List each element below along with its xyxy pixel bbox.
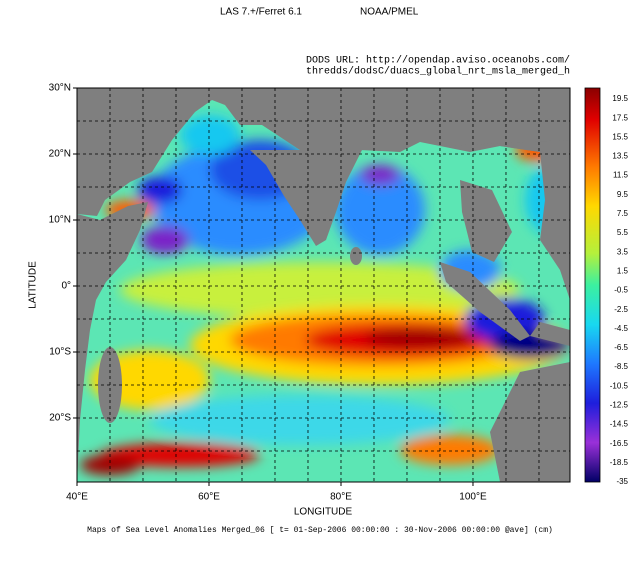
colorbar-label: 1.5	[617, 266, 629, 275]
field	[77, 88, 570, 482]
colorbar-label: -14.5	[610, 420, 629, 429]
x-tick-label: 40°E	[66, 492, 88, 503]
colorbar-label: 9.5	[617, 190, 629, 199]
colorbar-label: -4.5	[614, 324, 628, 333]
y-tick-label: 0°	[61, 281, 71, 292]
colorbar-label: -16.5	[610, 439, 629, 448]
y-tick-label: 20°N	[49, 149, 71, 160]
header-right: NOAA/PMEL	[360, 7, 419, 18]
colorbar-label: 5.5	[617, 228, 629, 237]
y-tick-label: 20°S	[49, 413, 71, 424]
colorbar-label: -0.5	[614, 286, 628, 295]
x-tick-label: 100°E	[459, 492, 487, 503]
caption: Maps of Sea Level Anomalies Merged_06 [ …	[87, 526, 553, 535]
land	[77, 88, 570, 482]
colorbar-label: 19.5	[612, 94, 628, 103]
colorbar-label: -10.5	[610, 381, 629, 390]
colorbar-label: -18.5	[610, 458, 629, 467]
colorbar-label: 11.5	[613, 171, 629, 180]
colorbar-label: 7.5	[617, 209, 629, 218]
y-tick-label: 10°S	[49, 347, 71, 358]
x-tick-label: 80°E	[330, 492, 352, 503]
x-tick-label: 60°E	[198, 492, 220, 503]
y-tick-label: 30°N	[49, 83, 71, 94]
grid	[77, 88, 570, 482]
url-line: thredds/dodsC/duacs_global_nrt_msla_merg…	[306, 66, 570, 78]
y-axis-label: LATITUDE	[28, 261, 39, 309]
colorbar-label: -6.5	[614, 343, 628, 352]
colorbar-label: -35	[616, 477, 628, 486]
colorbar-label: -2.5	[614, 305, 628, 314]
colorbar-label: 3.5	[617, 247, 629, 256]
colorbar-label: 13.5	[612, 152, 628, 161]
header-left: LAS 7.+/Ferret 6.1	[220, 7, 302, 18]
y-tick-label: 10°N	[49, 215, 71, 226]
colorbar-label: 17.5	[612, 113, 628, 122]
colorbar	[584, 87, 601, 483]
url-line: DODS URL: http://opendap.aviso.oceanobs.…	[306, 55, 570, 67]
x-axis-label: LONGITUDE	[294, 507, 353, 518]
plot-frame	[76, 87, 571, 483]
colorbar-label: -12.5	[610, 401, 629, 410]
colorbar-label: 15.5	[612, 132, 628, 141]
colorbar-label: -8.5	[614, 362, 628, 371]
